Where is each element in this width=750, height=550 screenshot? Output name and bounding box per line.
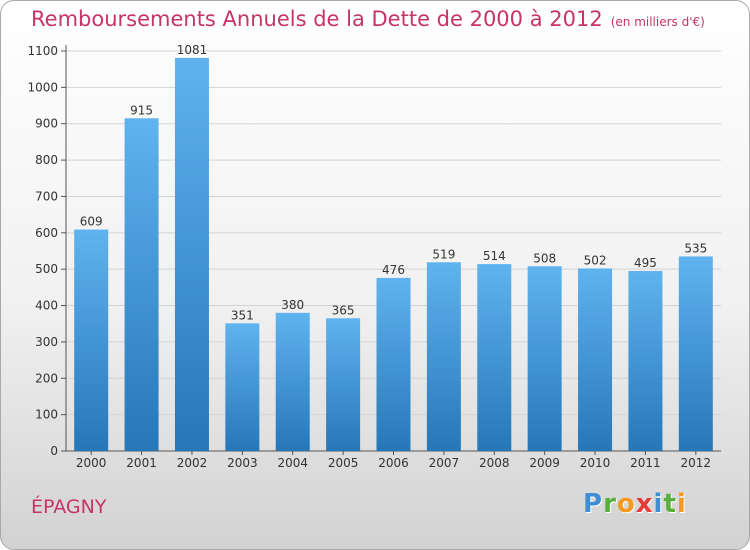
x-tick-label: 2004 — [277, 456, 308, 470]
x-tick-label: 2012 — [681, 456, 712, 470]
y-tick-label: 800 — [35, 153, 58, 167]
x-tick-label: 2007 — [429, 456, 460, 470]
data-label: 495 — [634, 256, 657, 270]
x-tick-label: 2009 — [529, 456, 560, 470]
x-tick-label: 2008 — [479, 456, 510, 470]
logo-letter: o — [616, 489, 636, 519]
bar-2002 — [174, 57, 209, 452]
chart-title: Remboursements Annuels de la Dette de 20… — [31, 7, 603, 31]
x-tick-label: 2010 — [580, 456, 611, 470]
y-tick-label: 600 — [35, 226, 58, 240]
logo-letter: t — [663, 489, 677, 519]
data-label: 1081 — [177, 43, 208, 57]
data-label: 609 — [80, 215, 103, 229]
bar-2004 — [275, 312, 310, 451]
chart-subtitle: (en milliers d'€) — [610, 15, 705, 29]
data-label: 535 — [684, 241, 707, 255]
bar-2008 — [477, 264, 512, 451]
logo-letter: i — [653, 489, 664, 519]
y-tick-label: 700 — [35, 189, 58, 203]
y-tick-label: 900 — [35, 117, 58, 131]
y-tick-label: 0 — [50, 444, 58, 458]
y-tick-label: 500 — [35, 262, 58, 276]
bar-2012 — [678, 256, 713, 451]
commune-name: ÉPAGNY — [31, 496, 107, 518]
data-label: 915 — [130, 103, 153, 117]
logo-letter: r — [603, 489, 617, 519]
bar-2005 — [326, 318, 361, 451]
y-tick-label: 1100 — [27, 44, 58, 58]
data-label: 380 — [281, 298, 304, 312]
y-tick-label: 300 — [35, 335, 58, 349]
logo-letter: i — [676, 489, 687, 519]
y-tick-label: 200 — [35, 371, 58, 385]
y-tick-label: 1000 — [27, 80, 58, 94]
data-labels: 609 915 1081 351 380 365 476 519 514 508 502 495 535 — [80, 43, 708, 322]
title-row: Remboursements Annuels de la Dette de 20… — [31, 7, 705, 31]
x-tick-label: 2001 — [126, 456, 157, 470]
y-tick-label: 400 — [35, 299, 58, 313]
bar-2001 — [124, 118, 159, 451]
x-tick-label: 2005 — [328, 456, 359, 470]
x-tick-label: 2000 — [76, 456, 107, 470]
bar-2007 — [426, 262, 461, 451]
data-label: 514 — [483, 249, 506, 263]
x-tick-label: 2003 — [227, 456, 258, 470]
data-label: 519 — [432, 247, 455, 261]
bar-2010 — [578, 268, 613, 451]
data-label: 365 — [332, 303, 355, 317]
bar-2009 — [527, 266, 562, 451]
bars — [74, 57, 713, 452]
x-tick-label: 2002 — [177, 456, 208, 470]
x-tick-label: 2006 — [378, 456, 409, 470]
data-label: 476 — [382, 263, 405, 277]
axes: 0 100 200 300 400 500 600 700 800 900 1000 1100 2000… — [27, 44, 721, 470]
bar-2006 — [376, 277, 411, 451]
y-tick-label: 100 — [35, 408, 58, 422]
proxiti-logo[interactable]: Proxiti — [583, 489, 687, 519]
bar-2011 — [628, 271, 663, 451]
data-label: 502 — [584, 253, 607, 267]
data-label: 508 — [533, 251, 556, 265]
bar-2000 — [74, 229, 109, 451]
logo-letter: x — [635, 489, 654, 519]
x-tick-label: 2011 — [630, 456, 661, 470]
bar-2003 — [225, 323, 260, 451]
data-label: 351 — [231, 308, 254, 322]
logo-letter: P — [583, 489, 604, 519]
